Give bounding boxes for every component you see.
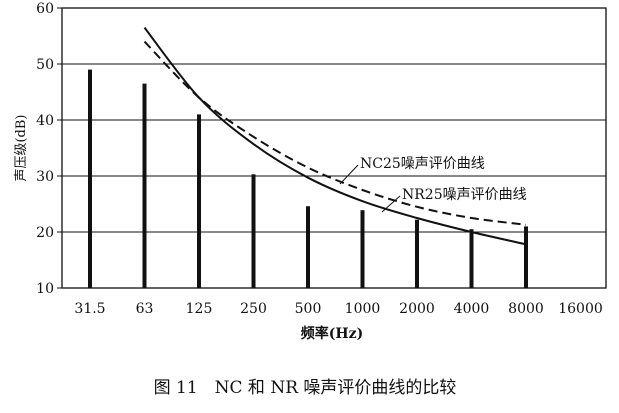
x-tick-label: 8000 bbox=[508, 301, 544, 317]
nc25-leader bbox=[339, 164, 359, 185]
bar bbox=[360, 210, 365, 288]
x-tick-label: 16000 bbox=[558, 301, 603, 317]
x-axis-label: 频率(Hz) bbox=[301, 325, 363, 342]
y-tick-label: 40 bbox=[36, 113, 54, 129]
bar bbox=[415, 219, 419, 288]
x-tick-label: 1000 bbox=[345, 301, 381, 317]
x-tick-label: 63 bbox=[136, 301, 154, 317]
bar bbox=[469, 229, 474, 288]
y-tick-labels: 10 20 30 40 50 60 bbox=[36, 1, 54, 297]
bar bbox=[197, 114, 201, 289]
x-tick-label: 2000 bbox=[399, 301, 435, 317]
gridlines bbox=[57, 7, 606, 289]
bar bbox=[142, 83, 147, 288]
y-tick-label: 50 bbox=[36, 57, 54, 73]
y-axis-label: 声压级(dB) bbox=[14, 114, 29, 181]
x-tick-label: 31.5 bbox=[74, 301, 105, 317]
curves bbox=[143, 26, 527, 246]
y-tick-label: 60 bbox=[36, 1, 54, 17]
x-tick-label: 4000 bbox=[454, 301, 490, 317]
x-tick-label: 250 bbox=[240, 301, 267, 317]
nc25-label: NC25噪声评价曲线 bbox=[360, 156, 485, 172]
bar bbox=[251, 174, 256, 288]
x-tick-label: 125 bbox=[186, 301, 213, 317]
y-tick-label: 20 bbox=[36, 225, 54, 241]
figure-caption: 图 11 NC 和 NR 噪声评价曲线的比较 bbox=[154, 378, 457, 398]
bar bbox=[524, 226, 528, 288]
bar bbox=[88, 69, 92, 288]
nr25-label: NR25噪声评价曲线 bbox=[402, 187, 527, 203]
x-tick-labels: 31.5 63 125 250 500 1000 2000 4000 8000 16000 bbox=[74, 301, 602, 317]
nr25-leader bbox=[381, 195, 401, 213]
bars bbox=[88, 69, 528, 289]
y-tick-label: 10 bbox=[36, 281, 54, 297]
nr25-curve bbox=[143, 26, 527, 246]
x-tick-label: 500 bbox=[295, 301, 322, 317]
y-tick-label: 30 bbox=[36, 169, 54, 185]
annotations: NC25噪声评价曲线 NR25噪声评价曲线 bbox=[339, 156, 527, 213]
bar bbox=[306, 206, 310, 288]
